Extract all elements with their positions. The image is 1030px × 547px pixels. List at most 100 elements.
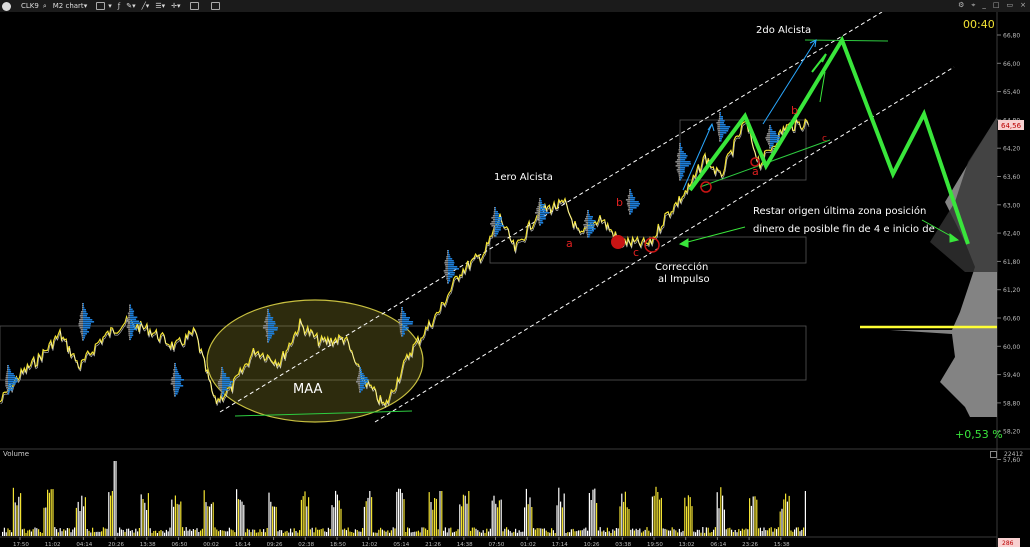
volume-bar [736, 532, 738, 536]
volume-bar [797, 527, 799, 536]
crosshair-button[interactable]: ✛ ▾ [171, 2, 181, 10]
profile-bar [360, 385, 364, 387]
volume-bar [281, 530, 283, 536]
profile-bar-gray [769, 147, 770, 149]
volume-bar [9, 530, 11, 536]
note-line-1: Restar origen última zona posición [753, 206, 927, 217]
volume-bar [344, 528, 346, 536]
profile-bar-gray [719, 114, 720, 116]
profile-bar [268, 333, 275, 335]
volume-bar [174, 495, 176, 536]
indicators-button[interactable]: ƒ [118, 0, 120, 12]
profile-bar [495, 221, 501, 223]
profile-bar [588, 220, 596, 222]
profile-bar [268, 317, 274, 319]
profile-bar [448, 254, 450, 256]
profile-bar [720, 134, 724, 136]
volume-bar [497, 507, 499, 536]
profile-bar-gray [128, 334, 131, 337]
volume-bar [380, 527, 382, 536]
price-grid [997, 34, 1001, 460]
volume-min-text: 286 [1002, 540, 1014, 547]
volume-bar [102, 527, 104, 536]
volume-bar [570, 529, 572, 536]
fib-tool-button[interactable]: ☰ ▾ [155, 2, 166, 10]
projection-arrows [682, 39, 817, 191]
profile-bar [448, 282, 449, 284]
volume-bar [324, 531, 326, 536]
volume-bar [777, 527, 779, 536]
drawing-tool-button[interactable]: ✎ ▾ [126, 2, 136, 10]
channel-lower-line [374, 66, 955, 423]
symbol-selector[interactable]: CLK9 ⌕ [17, 0, 47, 12]
volume-bar [668, 530, 670, 536]
volume-bar [126, 528, 128, 536]
volume-bar [11, 532, 13, 536]
profile-bar [360, 369, 362, 371]
volume-bar [219, 530, 221, 536]
wave-marker [611, 235, 625, 249]
profile-bar-gray [769, 127, 770, 129]
volume-bar [696, 529, 698, 536]
profile-bar-gray [494, 235, 495, 237]
profile-bar [130, 304, 131, 307]
pin-icon[interactable]: ⌖ [971, 1, 976, 9]
layout-button[interactable] [187, 0, 202, 12]
volume-bar [56, 529, 58, 536]
profile-bar [130, 322, 142, 325]
volume-bar [565, 533, 567, 536]
volume-bar [59, 528, 61, 536]
volume-bar [36, 528, 38, 536]
volume-bar [72, 529, 74, 536]
volume-bar [165, 529, 167, 536]
volume-bar [752, 496, 754, 536]
time-tick-label: 15:38 [774, 542, 790, 547]
chart-type-button[interactable]: ▾ [93, 0, 112, 12]
volume-bar [342, 529, 344, 536]
volume-bar [173, 506, 175, 536]
profile-bar [175, 391, 179, 393]
profile-bar-gray [491, 221, 495, 223]
minimize-button[interactable]: _ [982, 1, 986, 9]
line-tool-button[interactable]: ╱ ▾ [141, 2, 150, 10]
profile-bar [360, 381, 369, 383]
profile-bar-gray [358, 385, 361, 387]
profile-bar [448, 266, 458, 268]
profile-bar-gray [444, 264, 448, 266]
volume-bar [162, 531, 164, 536]
profile-bar [222, 381, 233, 383]
volume-settings-button[interactable] [990, 451, 997, 458]
profile-bar-gray [447, 254, 448, 256]
volume-bar [396, 491, 398, 536]
time-tick-label: 02:38 [298, 542, 314, 547]
profile-bar-gray [768, 131, 770, 133]
app-logo-icon[interactable] [2, 0, 11, 12]
profile-bar [540, 224, 541, 226]
profile-bar [448, 268, 459, 270]
profile-bar [130, 306, 132, 309]
maximize-button[interactable]: ▭ [1006, 1, 1014, 9]
profile-bar [8, 379, 18, 381]
chart-name-selector[interactable]: M2 chart ▾ [53, 0, 87, 12]
volume-bar [718, 508, 720, 536]
volume-bar [259, 529, 261, 536]
settings-icon[interactable]: ⚙ [958, 1, 965, 9]
profile-bar-gray [171, 381, 176, 383]
volume-bar [153, 531, 155, 536]
volume-bar [335, 490, 337, 536]
profile-bar-gray [587, 210, 588, 212]
copy-button[interactable] [208, 0, 223, 12]
profile-bar-gray [173, 371, 176, 373]
close-button[interactable]: × [1020, 1, 1026, 9]
profile-bar-gray [400, 317, 403, 319]
volume-bar [648, 530, 650, 536]
forecast-path [688, 35, 970, 245]
price-chart[interactable]: 66,8066,0065,4064,8064,2063,6063,0062,40… [0, 12, 1030, 547]
profile-bar [588, 218, 593, 220]
wave-marker [700, 181, 712, 193]
restore-button[interactable]: □ [992, 1, 1000, 9]
volume-bar [601, 531, 603, 536]
profile-bar [770, 137, 781, 139]
profile-bar [770, 133, 777, 135]
profile-bar-gray [127, 322, 130, 325]
